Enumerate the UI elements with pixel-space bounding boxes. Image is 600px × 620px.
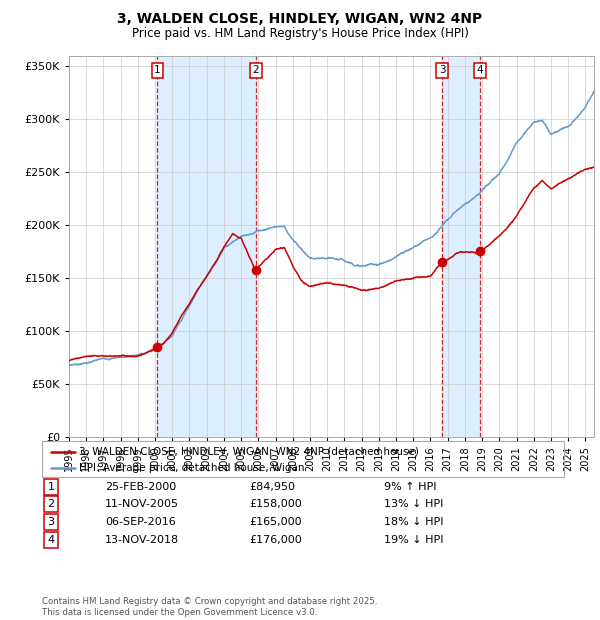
Text: 9% ↑ HPI: 9% ↑ HPI: [384, 482, 437, 492]
Text: 2: 2: [47, 499, 55, 510]
Text: 1: 1: [47, 482, 55, 492]
Text: 3, WALDEN CLOSE, HINDLEY, WIGAN, WN2 4NP (detached house): 3, WALDEN CLOSE, HINDLEY, WIGAN, WN2 4NP…: [79, 446, 419, 456]
Text: Contains HM Land Registry data © Crown copyright and database right 2025.
This d: Contains HM Land Registry data © Crown c…: [42, 598, 377, 617]
Text: £84,950: £84,950: [249, 482, 295, 492]
Text: £158,000: £158,000: [249, 499, 302, 510]
Text: HPI: Average price, detached house, Wigan: HPI: Average price, detached house, Wiga…: [79, 463, 305, 474]
Bar: [442, 56, 480, 437]
Text: 25-FEB-2000: 25-FEB-2000: [105, 482, 176, 492]
Text: Price paid vs. HM Land Registry's House Price Index (HPI): Price paid vs. HM Land Registry's House …: [131, 27, 469, 40]
Bar: [157, 56, 256, 437]
Text: 13% ↓ HPI: 13% ↓ HPI: [384, 499, 443, 510]
Text: 13-NOV-2018: 13-NOV-2018: [105, 534, 179, 545]
Text: 1: 1: [154, 65, 161, 76]
Text: 3: 3: [47, 517, 55, 527]
Text: 06-SEP-2016: 06-SEP-2016: [105, 517, 176, 527]
Text: 19% ↓ HPI: 19% ↓ HPI: [384, 534, 443, 545]
Text: 4: 4: [476, 65, 483, 76]
Text: 11-NOV-2005: 11-NOV-2005: [105, 499, 179, 510]
Text: 2: 2: [253, 65, 259, 76]
Text: 3: 3: [439, 65, 446, 76]
Text: 18% ↓ HPI: 18% ↓ HPI: [384, 517, 443, 527]
Text: £165,000: £165,000: [249, 517, 302, 527]
Text: 4: 4: [47, 534, 55, 545]
Text: 3, WALDEN CLOSE, HINDLEY, WIGAN, WN2 4NP: 3, WALDEN CLOSE, HINDLEY, WIGAN, WN2 4NP: [118, 12, 482, 27]
Text: £176,000: £176,000: [249, 534, 302, 545]
